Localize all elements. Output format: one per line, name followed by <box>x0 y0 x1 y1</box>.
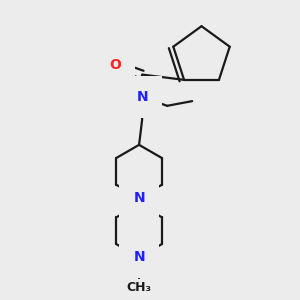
Text: N: N <box>133 191 145 205</box>
Text: N: N <box>133 250 145 264</box>
Text: CH₃: CH₃ <box>127 281 152 294</box>
Text: N: N <box>136 90 148 104</box>
Text: O: O <box>110 58 122 72</box>
